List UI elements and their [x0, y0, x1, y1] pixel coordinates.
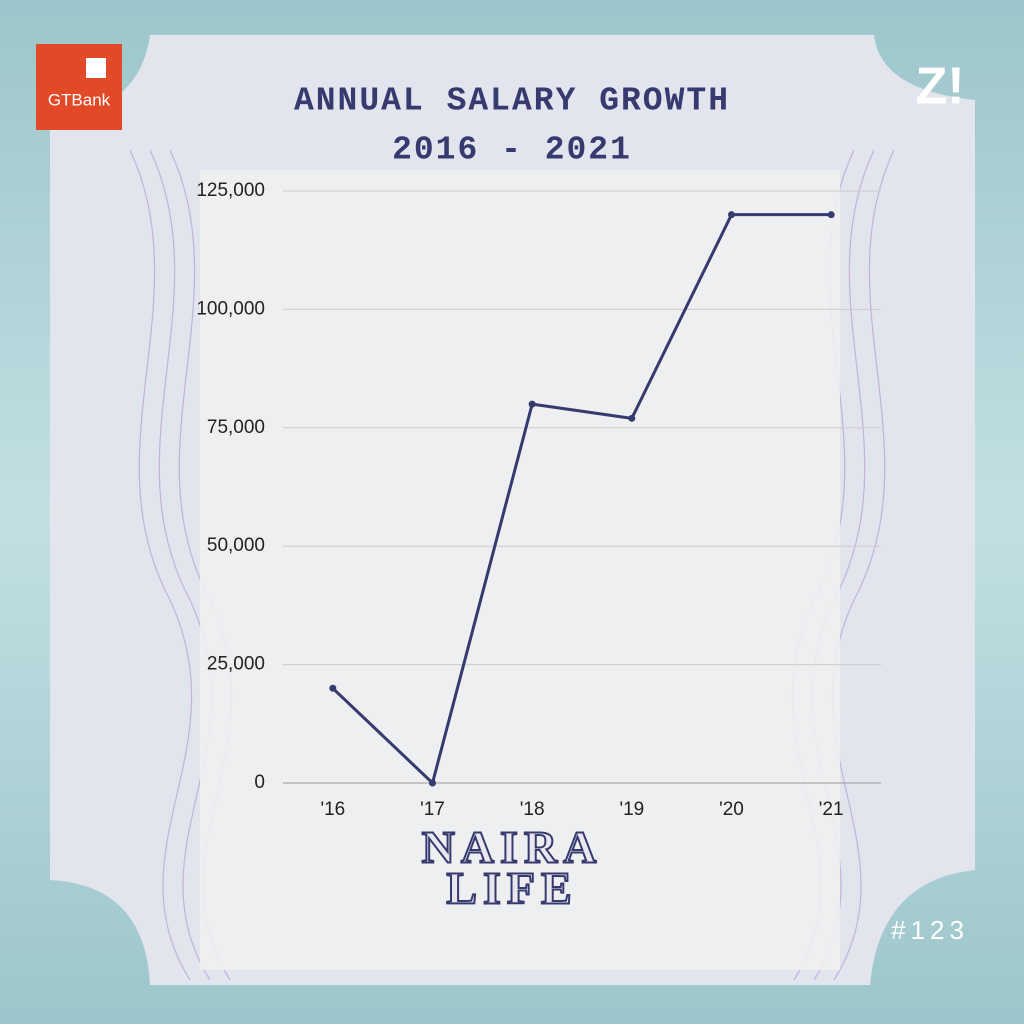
issue-number: #123 — [891, 915, 969, 945]
y-tick-label: 75,000 — [207, 417, 265, 438]
bank-logo-square — [86, 58, 106, 78]
y-tick-label: 125,000 — [196, 180, 265, 201]
bank-logo — [36, 44, 122, 130]
publisher-logo: Z! — [915, 58, 964, 116]
line — [331, 213, 832, 785]
x-tick-label: '21 — [819, 799, 844, 820]
y-tick-label: 50,000 — [207, 535, 265, 556]
chart-subtitle: 2016 - 2021 — [392, 132, 632, 169]
point — [329, 684, 337, 692]
series-name: LIFE — [446, 863, 577, 914]
point — [429, 779, 436, 787]
point — [628, 414, 636, 422]
x-tick-label: '20 — [719, 799, 744, 820]
x-tick-label: '16 — [320, 799, 345, 820]
bank-name: GTBank — [48, 90, 111, 109]
y-tick-label: 100,000 — [196, 298, 265, 319]
point — [528, 400, 536, 408]
y-tick-label: 0 — [254, 772, 265, 793]
x-tick-label: '19 — [619, 799, 644, 820]
series-name: NAIRA — [422, 822, 603, 873]
point — [827, 211, 835, 219]
point — [728, 211, 735, 219]
y-tick-label: 25,000 — [207, 654, 265, 675]
chart-title: ANNUAL SALARY GROWTH — [294, 83, 730, 120]
paper — [200, 170, 840, 970]
x-tick-label: '18 — [520, 799, 545, 820]
x-tick-label: '17 — [420, 799, 445, 820]
